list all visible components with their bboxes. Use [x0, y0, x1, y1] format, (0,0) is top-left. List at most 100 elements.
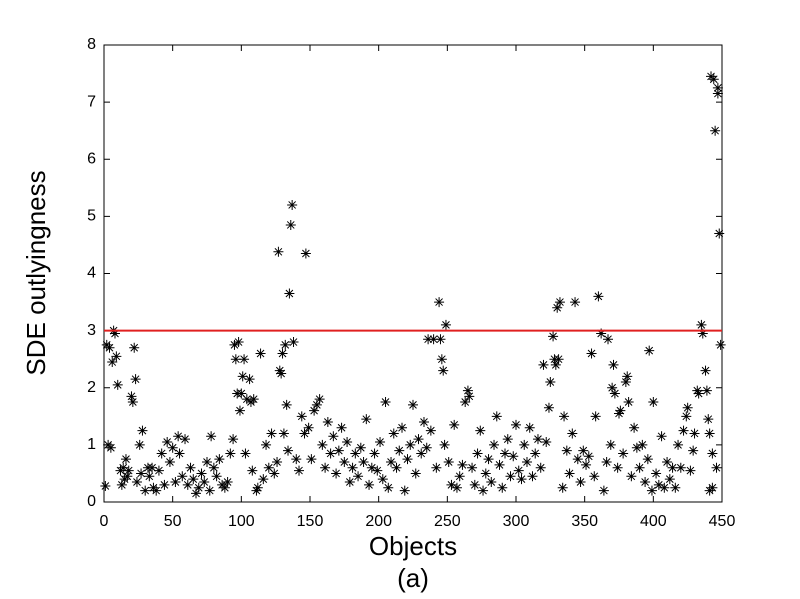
data-point	[712, 82, 723, 93]
y-tick-label: 3	[87, 322, 96, 339]
data-point	[127, 397, 138, 408]
data-point	[306, 454, 317, 465]
data-point	[623, 397, 634, 408]
data-point	[475, 425, 486, 436]
data-point	[714, 228, 725, 239]
data-point	[288, 337, 299, 348]
data-point	[263, 462, 274, 473]
data-point	[589, 471, 600, 482]
data-point	[469, 479, 480, 490]
data-point	[673, 439, 684, 450]
data-point	[193, 482, 204, 493]
data-point	[191, 488, 202, 499]
data-point	[156, 448, 167, 459]
data-point	[331, 468, 342, 479]
data-point	[697, 328, 708, 339]
y-tick-label: 8	[87, 36, 96, 53]
data-point	[364, 479, 375, 490]
data-point	[508, 451, 519, 462]
data-point	[280, 339, 291, 350]
data-point	[708, 74, 719, 85]
data-point	[543, 402, 554, 413]
data-point	[648, 397, 659, 408]
data-point	[581, 459, 592, 470]
x-tick-label: 400	[640, 513, 667, 530]
data-point	[196, 468, 207, 479]
data-point	[541, 437, 552, 448]
data-point	[314, 394, 325, 405]
data-point	[553, 354, 564, 365]
data-point	[350, 448, 361, 459]
data-point	[136, 468, 147, 479]
data-point	[664, 474, 675, 485]
data-point	[620, 377, 631, 388]
data-point	[118, 462, 129, 473]
data-point	[236, 388, 247, 399]
data-point	[225, 448, 236, 459]
data-point	[375, 437, 386, 448]
data-point	[703, 414, 714, 425]
data-point	[467, 462, 478, 473]
data-point	[524, 422, 535, 433]
data-point	[449, 419, 460, 430]
data-point	[355, 442, 366, 453]
data-point	[550, 359, 561, 370]
data-point	[711, 462, 722, 473]
data-point	[219, 482, 230, 493]
data-point	[131, 477, 142, 488]
data-point	[173, 431, 184, 442]
data-point	[252, 482, 263, 493]
data-point	[237, 371, 248, 382]
data-point	[408, 399, 418, 410]
data-point	[640, 477, 651, 488]
data-point	[208, 462, 219, 473]
data-point	[287, 199, 298, 210]
data-point	[358, 457, 369, 468]
data-point	[505, 471, 516, 482]
data-point	[104, 342, 115, 353]
data-point	[151, 485, 162, 496]
data-point	[109, 328, 120, 339]
data-point	[328, 431, 339, 442]
data-point	[391, 462, 402, 473]
data-point	[296, 411, 307, 422]
data-point	[491, 411, 502, 422]
data-point	[642, 454, 653, 465]
data-point	[273, 246, 284, 257]
data-point	[425, 425, 436, 436]
data-point	[129, 342, 140, 353]
data-point	[608, 359, 619, 370]
data-point	[559, 411, 570, 422]
data-point	[457, 459, 468, 470]
data-point	[460, 397, 471, 408]
data-point	[320, 462, 331, 473]
data-point	[701, 385, 712, 396]
data-point	[211, 471, 222, 482]
data-point	[233, 337, 244, 348]
data-point	[130, 374, 141, 385]
y-tick-label: 6	[87, 150, 96, 167]
data-point	[545, 377, 556, 388]
data-point	[311, 399, 322, 410]
data-point	[707, 448, 718, 459]
data-point	[662, 457, 673, 468]
data-point	[644, 345, 655, 356]
data-point	[443, 457, 454, 468]
data-point	[111, 351, 122, 362]
data-point	[428, 334, 439, 345]
data-point	[182, 479, 193, 490]
data-point	[309, 405, 320, 416]
caption: (a)	[397, 563, 429, 593]
data-point	[653, 479, 664, 490]
data-point	[681, 411, 692, 422]
data-point	[174, 448, 185, 459]
y-tick-label: 0	[87, 493, 96, 510]
data-point	[607, 382, 618, 393]
data-point	[646, 485, 657, 496]
data-point	[622, 371, 633, 382]
data-point	[596, 328, 607, 339]
data-point	[303, 422, 314, 433]
data-point	[612, 462, 623, 473]
data-point	[446, 479, 457, 490]
data-point	[261, 439, 272, 450]
